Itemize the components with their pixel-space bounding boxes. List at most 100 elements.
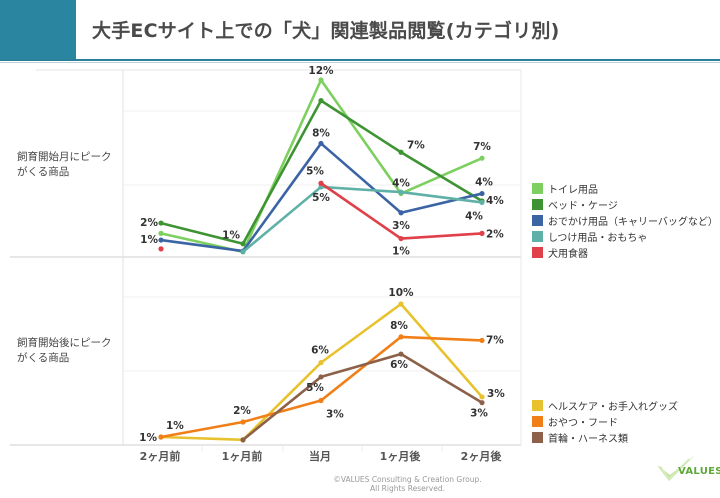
data-label: 3% [392,220,410,232]
data-point [479,394,485,400]
data-labels: 12% 4% 7% 2% 1% 7% 4% 1% 8% 3% 4% 5% 4% 5% 1% 2% [140,65,504,258]
data-label: 6% [390,359,408,371]
data-label: 5% [312,192,330,204]
legend-peak-after-start: ヘルスケア・お手入れグッズ おやつ・フード 首輪・ハーネス類 [532,397,678,445]
series-2 [240,351,485,443]
legend-label: トイレ用品 [548,184,598,196]
data-point [158,237,164,243]
data-label: 1% [222,230,240,242]
x-tick-label: 2ヶ月前 [140,449,181,463]
header-divider-secondary [0,62,720,63]
chart-frame [10,69,522,452]
legend-label: ヘルスケア・お手入れグッズ [548,401,678,413]
legend-label: おやつ・フード [548,417,618,429]
data-point [318,140,324,147]
data-label: 4% [486,195,504,207]
data-label: 10% [388,287,414,299]
copyright: ©VALUES Consulting & Creation Group. All… [0,475,720,493]
data-label: 2% [233,405,251,417]
page-title: 大手ECサイト上での「犬」関連製品閲覧(カテゴリ別) [92,20,560,42]
legend-item: おやつ・フード [532,413,678,429]
data-label: 7% [407,139,425,151]
data-point [318,374,324,380]
data-label: 4% [475,177,493,189]
data-point [398,351,404,357]
data-label: 1% [140,234,158,246]
legend-label: しつけ用品・おもちゃ [548,232,648,244]
legend-swatch-icon [532,246,543,258]
data-label: 2% [140,217,158,229]
data-label: 1% [392,246,410,258]
data-point [240,419,246,425]
legend-swatch-icon [532,214,543,226]
data-point [479,190,485,197]
legend-swatch-icon [532,415,543,427]
data-point [398,210,404,216]
data-point [479,400,485,406]
data-point [158,246,164,252]
header-accent-bar [0,0,76,59]
legend-label: 首輪・ハーネス類 [548,433,628,445]
data-point [398,189,404,195]
x-tick-label: 当月 [309,449,331,463]
legend-swatch-icon [532,399,543,411]
data-point [398,301,404,307]
row-label-line1: 飼育開始後にピーク [17,337,112,349]
data-point [479,230,485,236]
header-divider [0,59,720,61]
series-line [242,185,483,253]
data-point [158,434,164,440]
series-3 [240,184,485,255]
data-label: 7% [473,141,491,153]
data-label: 3% [326,409,344,421]
legend-label: ベッド・ケージ [548,200,618,212]
data-label: 12% [308,65,334,77]
copyright-line1: ©VALUES Consulting & Creation Group. [333,475,482,484]
data-label: 8% [312,127,330,139]
panel-peak-after-start: 1% 6% 10% 3% 1% 2% 3% 8% 7% 5% 6% 3% [123,287,521,444]
row-label-line2: がくる商品 [17,352,70,364]
series-line [242,352,483,441]
data-point [318,98,324,104]
legend-swatch-icon [532,431,543,443]
row-label-peak-at-start: 飼育開始月にピーク がくる商品 [17,150,112,180]
data-label: 6% [311,345,329,357]
series-0 [158,301,485,443]
x-tick-label: 1ヶ月後 [380,449,422,463]
x-tick-label: 1ヶ月前 [222,449,263,463]
legend-item: トイレ用品 [532,180,718,196]
row-label-line1: 飼育開始月にピーク [17,151,112,163]
data-label: 5% [306,382,324,394]
data-point [240,249,246,255]
data-label: 2% [486,228,504,240]
data-point [398,149,404,155]
legend-item: ベッド・ケージ [532,196,718,212]
data-point [318,180,324,186]
values-logo-icon [657,455,695,481]
data-label: 8% [390,320,408,332]
legend-item: 首輪・ハーネス類 [532,429,678,445]
panel-peak-at-start: 12% 4% 7% 2% 1% 7% 4% 1% 8% 3% 4% 5% 4% 5% 1% 2% [123,65,521,258]
copyright-line2: All Rights Reserved. [369,484,445,493]
data-point [318,77,324,83]
data-point [158,220,164,226]
data-point [398,235,404,242]
data-label: 7% [486,334,504,346]
data-label: 1% [166,420,184,432]
data-point [158,230,164,236]
legend-label: 犬用食器 [548,248,588,260]
data-label: 4% [392,178,410,190]
data-label: 4% [465,210,483,222]
legend-item: しつけ用品・おもちゃ [532,228,718,244]
logo-text: VALUES [678,466,720,477]
data-label: 3% [470,408,488,420]
data-labels: 1% 6% 10% 3% 1% 2% 3% 8% 7% 5% 6% 3% [139,287,505,444]
data-point [398,334,404,340]
legend-swatch-icon [532,182,543,194]
data-point [318,360,324,366]
row-label-peak-after-start: 飼育開始後にピーク がくる商品 [17,336,112,366]
data-point [318,397,324,404]
data-point [479,155,485,161]
legend-label: おでかけ用品（キャリーバッグなど） [548,216,718,228]
